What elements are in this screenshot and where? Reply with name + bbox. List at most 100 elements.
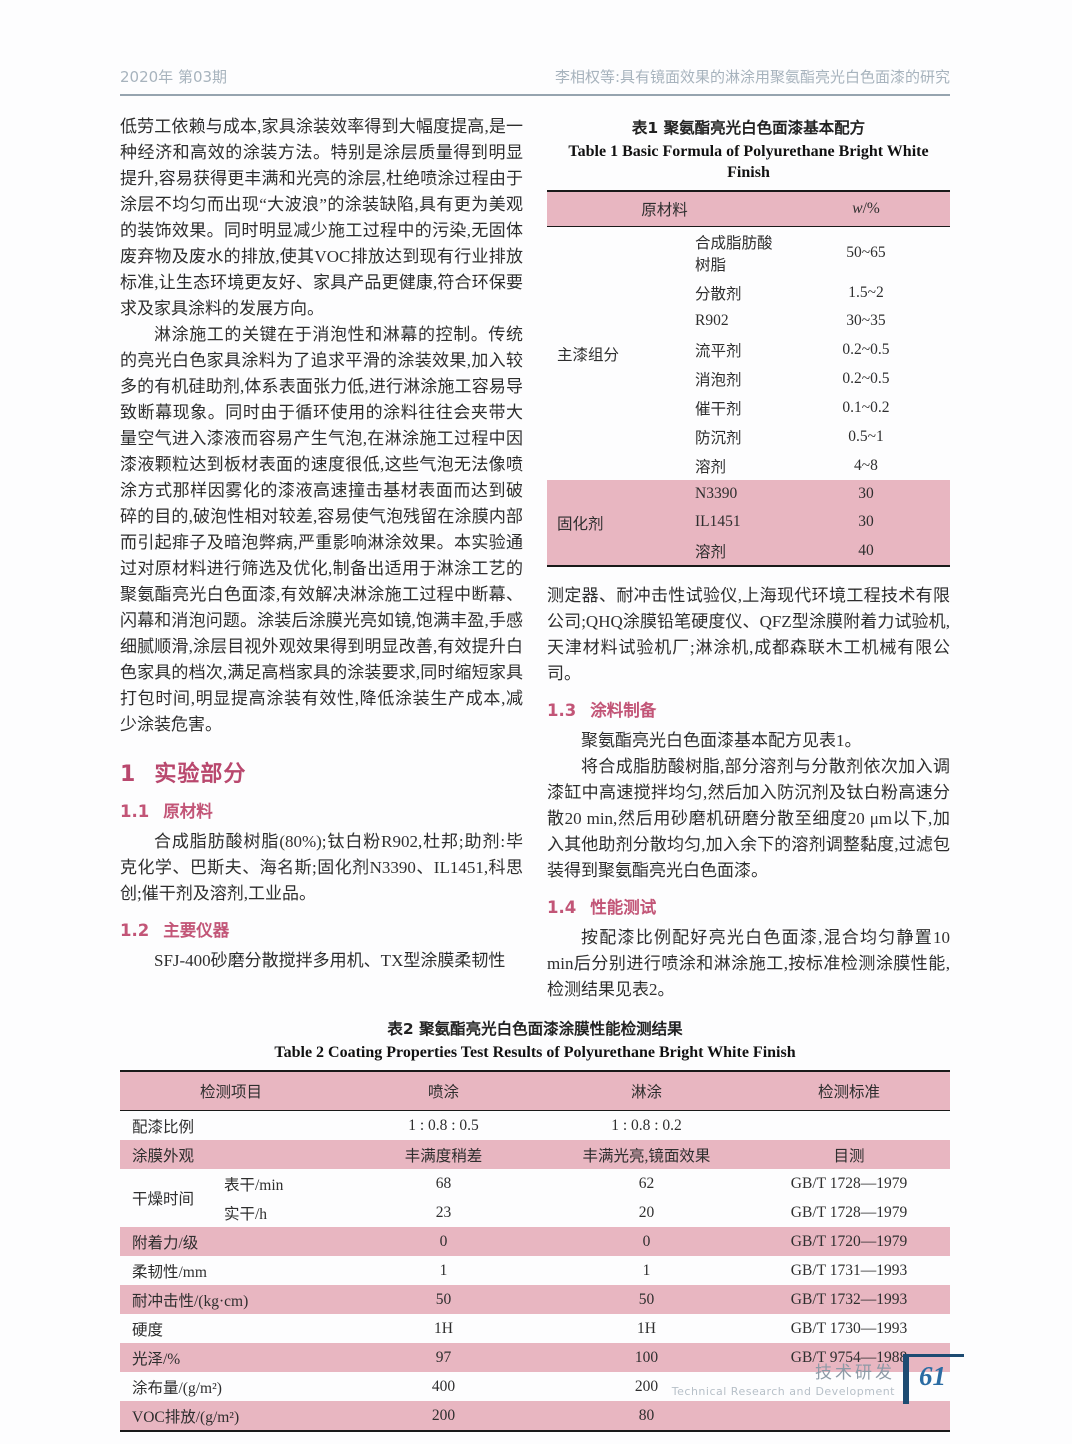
table-row: 主漆组分 合成脂肪酸树脂 50~65	[547, 227, 950, 364]
value-cell: 0.2~0.5	[842, 340, 890, 358]
table-header-row: 检测项目 喷涂 淋涂 检测标准	[120, 1071, 950, 1111]
value-cell: 30	[782, 480, 950, 508]
standard-cell: GB/T 9754—1988	[748, 1343, 950, 1372]
standard-cell: GB/T 1728—1979	[790, 1174, 908, 1192]
subsection-number: 1.1	[120, 802, 150, 821]
table-row: 涂布量/(g/m²) 400 200	[120, 1372, 950, 1401]
item-cell: 硬度	[132, 1321, 164, 1339]
curtain-cell: 丰满光亮,镜面效果	[545, 1140, 748, 1169]
curtain-cell: 1 : 0.8 : 0.2	[611, 1116, 682, 1134]
curtain-cell: 1H	[637, 1319, 656, 1337]
subsection-title: 原材料	[163, 802, 213, 821]
table-row: 溶剂 4~8	[547, 451, 950, 480]
paragraph: SFJ-400砂磨分散搅拌多用机、TX型涂膜柔韧性	[154, 951, 506, 970]
table-row: 柔韧性/mm 1 1 GB/T 1731—1993	[120, 1256, 950, 1285]
paragraph: 低劳工依赖与成本,家具涂装效率得到大幅度提高,是一种经济和高效的涂装方法。特别是…	[120, 117, 523, 318]
spray-cell: 50	[342, 1285, 545, 1314]
spray-cell: 97	[342, 1343, 545, 1372]
table-row: 催干剂 0.1~0.2	[547, 393, 950, 422]
table-row: R902 30~35	[547, 307, 950, 335]
section-title: 实验部分	[154, 762, 247, 787]
spray-cell: 0	[342, 1227, 545, 1256]
material-cell: 溶剂	[665, 536, 782, 566]
table2-header-curtain: 淋涂	[545, 1071, 748, 1111]
curtain-cell: 1	[642, 1261, 651, 1279]
group-label-main: 主漆组分	[557, 346, 620, 364]
subsection-title: 涂料制备	[590, 701, 657, 720]
value-cell: 1.5~2	[848, 283, 884, 301]
spray-cell: 23	[435, 1203, 452, 1221]
paragraph: 聚氨酯亮光白色面漆基本配方见表1。	[581, 731, 862, 750]
table-row: 光泽/% 97 100 GB/T 9754—1988	[120, 1343, 950, 1372]
item-cell: 涂膜外观	[120, 1140, 342, 1169]
value-cell: 40	[782, 536, 950, 566]
material-cell: 溶剂	[695, 458, 727, 476]
left-column: 低劳工依赖与成本,家具涂装效率得到大幅度提高,是一种经济和高效的涂装方法。特别是…	[120, 114, 523, 1003]
paragraph: 将合成脂肪酸树脂,部分溶剂与分散剂依次加入调漆缸中高速搅拌均匀,然后加入防沉剂及…	[547, 757, 950, 880]
curtain-cell: 0	[545, 1227, 748, 1256]
footer-section-en: Technical Research and Development	[671, 1385, 895, 1398]
standard-cell: GB/T 1732—1993	[748, 1285, 950, 1314]
two-column-body: 低劳工依赖与成本,家具涂装效率得到大幅度提高,是一种经济和高效的涂装方法。特别是…	[120, 114, 950, 1003]
table-row: 溶剂 40	[547, 536, 950, 566]
table-row: VOC排放/(g/m²) 200 80	[120, 1401, 950, 1431]
value-cell: 0.5~1	[848, 427, 884, 445]
paragraph: 合成脂肪酸树脂(80%);钛白粉R902,杜邦;助剂:毕克化学、巴斯夫、海名斯;…	[120, 832, 523, 903]
standard-cell	[748, 1401, 950, 1431]
item-cell: VOC排放/(g/m²)	[120, 1401, 342, 1431]
table-row: IL1451 30	[547, 508, 950, 536]
right-column: 表1 聚氨酯亮光白色面漆基本配方 Table 1 Basic Formula o…	[547, 114, 950, 1003]
table1-caption-zh: 表1 聚氨酯亮光白色面漆基本配方	[631, 119, 866, 137]
curtain-cell: 20	[638, 1203, 655, 1221]
subsection-heading-1-4: 1.4 性能测试	[547, 894, 950, 918]
table2-header-spray: 喷涂	[342, 1071, 545, 1111]
sub-item-cell: 实干/h	[224, 1205, 268, 1223]
group-label-hardener: 固化剂	[547, 480, 665, 566]
curtain-cell: 50	[545, 1285, 748, 1314]
spray-cell: 丰满度稍差	[342, 1140, 545, 1169]
material-cell: 流平剂	[695, 342, 742, 360]
subsection-heading-1-2: 1.2 主要仪器	[120, 917, 523, 941]
material-cell: R902	[695, 312, 729, 329]
table2: 检测项目 喷涂 淋涂 检测标准 配漆比例 1 : 0.8 : 0.5 1 : 0…	[120, 1070, 950, 1432]
running-header: 2020年 第03期 李相权等:具有镜面效果的淋涂用聚氨酯亮光白色面漆的研究	[120, 66, 950, 96]
item-cell: 柔韧性/mm	[132, 1263, 207, 1281]
value-cell: 50~65	[846, 243, 886, 261]
table-row: 消泡剂 0.2~0.5	[547, 364, 950, 393]
material-cell: IL1451	[665, 508, 782, 536]
subsection-number: 1.2	[120, 921, 150, 940]
value-cell: 0.2~0.5	[842, 369, 890, 387]
running-title: 李相权等:具有镜面效果的淋涂用聚氨酯亮光白色面漆的研究	[554, 68, 950, 86]
table2-caption-zh: 表2 聚氨酯亮光白色面漆涂膜性能检测结果	[387, 1020, 683, 1038]
spray-cell: 1	[439, 1261, 448, 1279]
table-row: 涂膜外观 丰满度稍差 丰满光亮,镜面效果 目测	[120, 1140, 950, 1169]
table2-header-item: 检测项目	[120, 1071, 342, 1111]
issue-label: 2020年 第03期	[120, 68, 228, 86]
subsection-heading-1-3: 1.3 涂料制备	[547, 697, 950, 721]
table-row: 硬度 1H 1H GB/T 1730—1993	[120, 1314, 950, 1343]
spray-cell: 400	[431, 1377, 456, 1395]
w-symbol: w	[852, 200, 863, 217]
table-row: 附着力/级 0 0 GB/T 1720—1979	[120, 1227, 950, 1256]
standard-cell	[748, 1111, 950, 1141]
value-cell: 0.1~0.2	[842, 398, 890, 416]
spray-cell: 68	[435, 1174, 452, 1192]
standard-cell: 目测	[748, 1140, 950, 1169]
curtain-cell: 100	[545, 1343, 748, 1372]
paragraph: 淋涂施工的关键在于消泡性和淋幕的控制。传统的亮光白色家具涂料为了追求平滑的涂装效…	[120, 325, 523, 734]
item-cell: 附着力/级	[120, 1227, 342, 1256]
spray-cell: 1H	[434, 1319, 453, 1337]
table1-header-w: w/%	[782, 191, 950, 227]
table2-caption-en: Table 2 Coating Properties Test Results …	[274, 1044, 796, 1061]
curtain-cell: 80	[545, 1401, 748, 1431]
table-row: 配漆比例 1 : 0.8 : 0.5 1 : 0.8 : 0.2	[120, 1111, 950, 1141]
curtain-cell: 62	[638, 1174, 655, 1192]
value-cell: 4~8	[854, 456, 878, 474]
table2-section: 表2 聚氨酯亮光白色面漆涂膜性能检测结果 Table 2 Coating Pro…	[120, 1017, 950, 1432]
paragraph: 测定器、耐冲击性试验仪,上海现代环境工程技术有限公司;QHQ涂膜铅笔硬度仪、QF…	[547, 586, 950, 683]
curtain-cell: 200	[634, 1377, 659, 1395]
item-cell: 干燥时间	[132, 1191, 195, 1208]
standard-cell: GB/T 1731—1993	[790, 1261, 908, 1279]
value-cell: 30~35	[846, 312, 886, 329]
